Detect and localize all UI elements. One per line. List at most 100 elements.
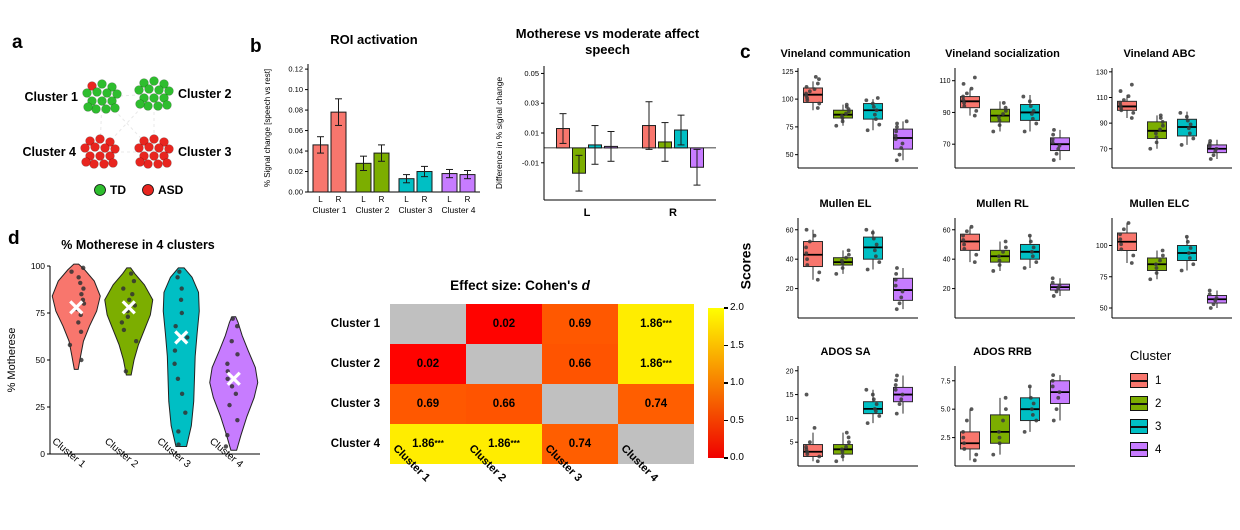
svg-text:L: L: [404, 195, 409, 204]
svg-text:R: R: [669, 207, 677, 219]
svg-text:130: 130: [1096, 69, 1108, 76]
svg-text:125: 125: [782, 69, 794, 76]
motherese-diff-title: Motherese vs moderate affect speech: [515, 26, 700, 58]
boxplot-chart: 70 90 110: [939, 68, 1075, 169]
svg-text:0.04: 0.04: [288, 147, 303, 156]
boxplot-chart: 20 40 60: [943, 218, 1075, 319]
heatmap-row-label: Cluster 1: [330, 318, 380, 330]
heatmap-cell: [390, 304, 466, 344]
svg-text:Cluster 2: Cluster 2: [178, 87, 232, 101]
heatmap-colorbar: [708, 308, 724, 458]
motherese-diff-chart: -0.01 0.01 0.03 0.05 L R Difference in % signa…: [494, 66, 716, 219]
boxplot-mullen-elc: Mullen ELC 50 75 100: [1082, 198, 1237, 348]
cluster-legend-label: 2: [1155, 397, 1162, 410]
svg-text:100: 100: [782, 97, 794, 104]
svg-text:L: L: [447, 195, 452, 204]
cluster-color-swatch: [1130, 442, 1148, 457]
svg-text:90: 90: [943, 110, 951, 117]
svg-text:5.0: 5.0: [941, 407, 951, 414]
violin-title: % Motherese in 4 clusters: [61, 238, 215, 252]
colorbar-tick-label: 0.0: [730, 452, 744, 463]
svg-text:L: L: [584, 207, 591, 219]
svg-text:0.05: 0.05: [524, 69, 539, 78]
svg-text:Cluster 2: Cluster 2: [102, 436, 140, 470]
boxplot-chart: 2.5 5.0 7.5: [941, 366, 1075, 467]
heatmap-cell: 1.86 ***: [390, 424, 466, 464]
svg-text:0.08: 0.08: [288, 106, 303, 115]
panel-d-label: d: [8, 228, 20, 249]
heatmap-cell: 0.02: [390, 344, 466, 384]
svg-text:0.01: 0.01: [524, 129, 539, 138]
cluster-color-swatch: [1130, 419, 1148, 434]
cluster-legend-item: 2: [1130, 392, 1171, 415]
svg-text:0.06: 0.06: [288, 126, 303, 135]
cluster-legend-title: Cluster: [1130, 348, 1172, 363]
heatmap-cell: 0.69: [542, 304, 618, 344]
svg-text:100: 100: [1096, 243, 1108, 250]
boxplot-vineland-socialization: Vineland socialization 70 90 110: [925, 48, 1080, 198]
cluster-legend-label: 1: [1155, 374, 1162, 387]
svg-text:70: 70: [943, 142, 951, 149]
heatmap-title: Effect size: Cohen's d: [450, 278, 590, 293]
cohens-d-heatmap: Effect size: Cohen's d Cluster 1 0.02 0.69…: [320, 278, 780, 528]
svg-text:0.02: 0.02: [288, 167, 303, 176]
svg-text:ASD: ASD: [158, 183, 184, 197]
cluster-legend: Cluster 1 2 3 4: [1130, 348, 1171, 461]
heatmap-row-label: Cluster 3: [330, 398, 380, 410]
svg-text:Cluster 3: Cluster 3: [178, 145, 232, 159]
svg-text:50: 50: [1100, 306, 1108, 313]
boxplot-ados-sa: ADOS SA 5 10 15 20: [768, 346, 923, 496]
svg-text:R: R: [336, 195, 342, 204]
svg-text:Cluster 1: Cluster 1: [50, 436, 88, 470]
svg-text:2.5: 2.5: [941, 435, 951, 442]
heatmap-cell: 0.69: [390, 384, 466, 424]
boxplot-title: ADOS SA: [820, 346, 871, 358]
svg-text:Cluster 1: Cluster 1: [25, 90, 79, 104]
svg-text:0: 0: [40, 449, 45, 459]
boxplot-ados-rrb: ADOS RRB 2.5 5.0 7.5: [925, 346, 1080, 496]
heatmap-row-label: Cluster 4: [330, 438, 380, 450]
heatmap-cell: [618, 424, 694, 464]
cluster-legend-item: 3: [1130, 415, 1171, 438]
boxplot-chart: 5 10 15 20: [786, 366, 918, 467]
heatmap-cell: 0.66: [466, 384, 542, 424]
boxplot-mullen-rl: Mullen RL 20 40 60: [925, 198, 1080, 348]
svg-text:20: 20: [786, 368, 794, 375]
svg-text:0.00: 0.00: [288, 188, 303, 197]
boxplot-title: ADOS RRB: [973, 346, 1032, 358]
boxplot-title: Mullen RL: [976, 198, 1029, 210]
boxplot-vineland-abc: Vineland ABC 70 90 110 130: [1082, 48, 1237, 198]
heatmap-row-label: Cluster 2: [330, 358, 380, 370]
svg-text:40: 40: [786, 257, 794, 264]
svg-text:50: 50: [786, 152, 794, 159]
svg-text:0.03: 0.03: [524, 99, 539, 108]
roi-activation-title: ROI activation: [330, 32, 418, 47]
svg-text:40: 40: [943, 257, 951, 264]
svg-text:Cluster 2: Cluster 2: [355, 205, 389, 215]
cluster-legend-items: 1 2 3 4: [1130, 369, 1171, 461]
boxplot-chart: 50 75 100: [1096, 218, 1232, 319]
svg-text:TD: TD: [110, 183, 126, 197]
svg-text:R: R: [465, 195, 471, 204]
boxplot-mullen-el: Mullen EL 20 40 60: [768, 198, 923, 348]
svg-text:100: 100: [31, 261, 45, 271]
svg-text:60: 60: [786, 227, 794, 234]
colorbar-tick-label: 1.0: [730, 377, 744, 388]
boxplot-title: Vineland communication: [780, 48, 911, 60]
svg-text:0.10: 0.10: [288, 85, 303, 94]
heatmap-cell: 0.66: [542, 344, 618, 384]
svg-text:L: L: [318, 195, 323, 204]
colorbar-tick-label: 0.5: [730, 414, 744, 426]
colorbar-tick-label: 2.0: [730, 302, 744, 313]
svg-text:25: 25: [36, 402, 46, 412]
scores-axis-label: Scores: [737, 242, 754, 290]
boxplot-title: Mullen ELC: [1129, 198, 1190, 210]
svg-text:Cluster 4: Cluster 4: [441, 205, 475, 215]
svg-text:70: 70: [1100, 146, 1108, 153]
heatmap-cell: 1.86 ***: [618, 344, 694, 384]
svg-text:R: R: [379, 195, 385, 204]
svg-text:Cluster 1: Cluster 1: [312, 205, 346, 215]
boxplot-chart: 70 90 110 130: [1096, 68, 1232, 169]
